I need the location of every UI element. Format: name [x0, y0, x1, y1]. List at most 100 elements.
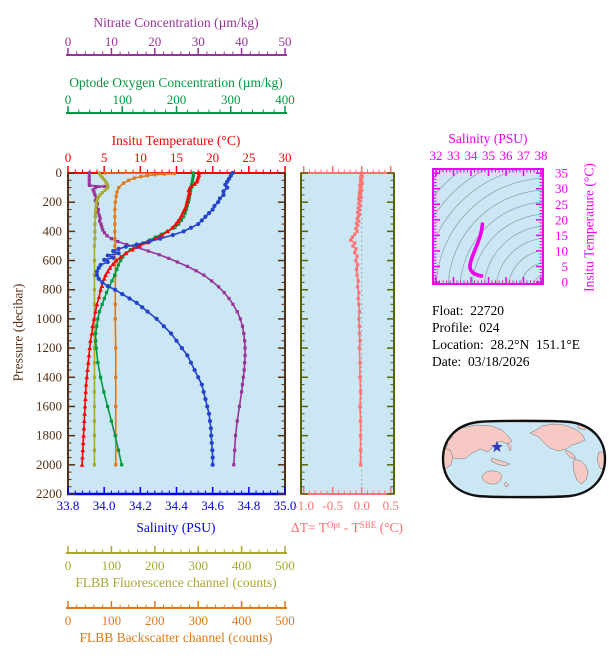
- svg-text:0: 0: [65, 558, 72, 573]
- svg-text:500: 500: [275, 613, 295, 628]
- info-date: Date: 03/18/2026: [432, 354, 530, 369]
- svg-text:300: 300: [221, 92, 241, 107]
- delta-t-panel: -1.0 -0.5 0.0 0.5: [293, 166, 399, 513]
- svg-text:400: 400: [232, 558, 252, 573]
- temperature-axis-title: Insitu Temperature (°C): [111, 133, 241, 148]
- delta-t-title-mid: - T: [340, 520, 360, 535]
- delta-t-title-sup-sbe: SBE: [359, 520, 377, 530]
- svg-text:800: 800: [43, 282, 63, 297]
- world-map: [441, 419, 607, 499]
- svg-text:32: 32: [430, 148, 443, 163]
- info-profile: Profile: 024: [432, 320, 500, 335]
- svg-text:1800: 1800: [36, 428, 62, 443]
- pressure-axis-title: Pressure (decibar): [10, 283, 26, 382]
- svg-text:5: 5: [101, 150, 108, 165]
- svg-text:20: 20: [148, 34, 161, 49]
- svg-text:33: 33: [447, 148, 460, 163]
- svg-text:0: 0: [562, 275, 569, 290]
- svg-text:300: 300: [188, 558, 208, 573]
- svg-text:34.4: 34.4: [165, 498, 188, 513]
- svg-text:100: 100: [113, 92, 133, 107]
- delta-t-axis-title: ΔT= TOpt - TSBE (°C): [247, 520, 447, 537]
- svg-text:37: 37: [517, 148, 531, 163]
- series-salinity: [94, 170, 235, 467]
- svg-text:0.0: 0.0: [354, 498, 370, 513]
- nitrate-axis-title: Nitrate Concentration (µm/kg): [93, 15, 259, 30]
- svg-text:300: 300: [188, 613, 208, 628]
- salinity-axis-title: Salinity (PSU): [136, 520, 216, 535]
- svg-text:15: 15: [170, 150, 183, 165]
- svg-text:34.8: 34.8: [237, 498, 260, 513]
- svg-text:34: 34: [465, 148, 479, 163]
- svg-text:100: 100: [102, 558, 122, 573]
- svg-text:0: 0: [56, 165, 63, 180]
- ts-temperature-title: Insitu Temperature (°C): [581, 163, 597, 292]
- svg-text:2000: 2000: [36, 457, 62, 472]
- svg-text:50: 50: [279, 34, 292, 49]
- svg-text:15: 15: [555, 228, 568, 243]
- svg-text:0.5: 0.5: [383, 498, 399, 513]
- svg-text:200: 200: [167, 92, 187, 107]
- svg-text:0: 0: [65, 150, 72, 165]
- svg-text:25: 25: [242, 150, 255, 165]
- svg-text:30: 30: [555, 181, 568, 196]
- svg-text:30: 30: [192, 34, 205, 49]
- delta-t-title-prefix: ΔT= T: [291, 520, 327, 535]
- svg-text:10: 10: [134, 150, 147, 165]
- svg-text:200: 200: [43, 194, 63, 209]
- backscatter-axis-title: FLBB Backscatter channel (counts): [79, 630, 273, 645]
- svg-text:35: 35: [555, 166, 568, 181]
- svg-text:1000: 1000: [36, 311, 62, 326]
- delta-t-title-suffix: (°C): [376, 520, 403, 535]
- svg-text:400: 400: [232, 613, 252, 628]
- svg-text:600: 600: [43, 253, 63, 268]
- svg-text:200: 200: [145, 613, 165, 628]
- info-location: Location: 28.2°N 151.1°E: [432, 337, 581, 352]
- info-float: Float: 22720: [432, 303, 505, 318]
- svg-text:34.0: 34.0: [93, 498, 116, 513]
- svg-text:0: 0: [65, 613, 72, 628]
- series-fluorescence: [92, 171, 110, 467]
- svg-text:34.2: 34.2: [129, 498, 152, 513]
- svg-text:-1.0: -1.0: [293, 498, 314, 513]
- svg-text:33.8: 33.8: [57, 498, 80, 513]
- svg-text:400: 400: [43, 223, 63, 238]
- svg-text:30: 30: [279, 150, 292, 165]
- svg-text:0: 0: [65, 34, 72, 49]
- series-t-s-profile: [468, 222, 485, 278]
- svg-text:20: 20: [555, 212, 568, 227]
- svg-text:500: 500: [275, 558, 295, 573]
- svg-text:100: 100: [102, 613, 122, 628]
- svg-text:40: 40: [235, 34, 248, 49]
- svg-text:34.6: 34.6: [201, 498, 224, 513]
- svg-text:35.0: 35.0: [274, 498, 297, 513]
- svg-text:2200: 2200: [36, 486, 62, 501]
- svg-text:35: 35: [482, 148, 495, 163]
- svg-text:200: 200: [145, 558, 165, 573]
- svg-text:5: 5: [562, 259, 569, 274]
- svg-text:38: 38: [535, 148, 548, 163]
- fluorescence-axis-title: FLBB Fluorescence channel (counts): [75, 575, 277, 590]
- svg-text:1600: 1600: [36, 398, 62, 413]
- svg-text:400: 400: [275, 92, 295, 107]
- svg-text:10: 10: [555, 243, 568, 258]
- svg-text:10: 10: [105, 34, 118, 49]
- map-location-star: [491, 440, 503, 452]
- svg-text:1200: 1200: [36, 340, 62, 355]
- ts-salinity-title: Salinity (PSU): [448, 131, 528, 146]
- map-landmasses: [443, 422, 605, 488]
- series-temperature: [79, 170, 202, 467]
- series-delta-t: [349, 171, 364, 467]
- svg-text:1400: 1400: [36, 369, 62, 384]
- svg-text:36: 36: [500, 148, 514, 163]
- svg-text:20: 20: [206, 150, 219, 165]
- svg-text:-0.5: -0.5: [322, 498, 343, 513]
- svg-text:25: 25: [555, 197, 568, 212]
- delta-t-title-sup-opt: Opt: [326, 520, 341, 530]
- oxygen-axis-title: Optode Oxygen Concentration (µm/kg): [69, 75, 283, 90]
- svg-text:0: 0: [65, 92, 72, 107]
